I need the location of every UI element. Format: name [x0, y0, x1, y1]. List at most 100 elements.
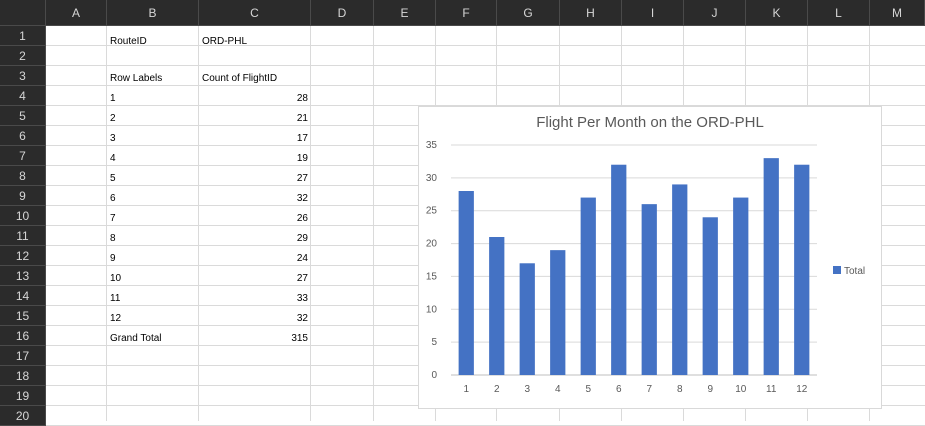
- x-tick-label: 11: [766, 384, 777, 395]
- bar-month-8: [672, 184, 688, 375]
- x-tick-label: 9: [707, 384, 713, 395]
- cell-b7[interactable]: 4: [110, 152, 116, 164]
- cell-b3[interactable]: Row Labels: [110, 72, 163, 84]
- row-header-4[interactable]: 4: [0, 86, 46, 106]
- x-tick-label: 10: [735, 384, 747, 395]
- row-header-7[interactable]: 7: [0, 146, 46, 166]
- column-header-m[interactable]: M: [870, 0, 925, 26]
- bar-month-4: [550, 250, 566, 375]
- row-header-12[interactable]: 12: [0, 246, 46, 266]
- legend-label: Total: [844, 266, 865, 277]
- row-header-6[interactable]: 6: [0, 126, 46, 146]
- cell-b5[interactable]: 2: [110, 112, 116, 124]
- column-header-f[interactable]: F: [436, 0, 497, 26]
- row-header-2[interactable]: 2: [0, 46, 46, 66]
- cell-b12[interactable]: 9: [110, 252, 116, 264]
- bar-month-12: [794, 164, 810, 375]
- cell-c8[interactable]: 27: [296, 172, 308, 184]
- gridline-horizontal: [46, 105, 925, 106]
- pivot-chart[interactable]: Flight Per Month on the ORD-PHL 0 5 10 15 20 2…: [418, 106, 882, 409]
- x-tick-label: 2: [494, 384, 500, 395]
- cell-c4[interactable]: 28: [296, 92, 308, 104]
- cell-c12[interactable]: 24: [296, 252, 308, 264]
- cell-b6[interactable]: 3: [110, 132, 116, 144]
- cell-c9[interactable]: 32: [296, 192, 308, 204]
- y-tick-label: 15: [426, 271, 438, 282]
- cell-b8[interactable]: 5: [110, 172, 116, 184]
- x-tick-label: 1: [463, 384, 469, 395]
- gridline-vertical: [198, 26, 199, 421]
- x-tick-label: 8: [677, 384, 683, 395]
- cell-b9[interactable]: 6: [110, 192, 116, 204]
- row-header-14[interactable]: 14: [0, 286, 46, 306]
- column-header-g[interactable]: G: [497, 0, 560, 26]
- row-header-16[interactable]: 16: [0, 326, 46, 346]
- column-header-e[interactable]: E: [374, 0, 436, 26]
- cell-c6[interactable]: 17: [296, 132, 308, 144]
- row-header-11[interactable]: 11: [0, 226, 46, 246]
- gridline-horizontal: [46, 45, 925, 46]
- cell-c10[interactable]: 26: [296, 212, 308, 224]
- cell-c5[interactable]: 21: [296, 112, 308, 124]
- cell-c1[interactable]: ORD-PHL: [202, 35, 248, 47]
- column-header-b[interactable]: B: [107, 0, 199, 26]
- cell-c15[interactable]: 32: [296, 312, 308, 324]
- row-header-19[interactable]: 19: [0, 386, 46, 406]
- column-header-c[interactable]: C: [199, 0, 311, 26]
- cell-b10[interactable]: 7: [110, 212, 116, 224]
- row-header-15[interactable]: 15: [0, 306, 46, 326]
- gridline-vertical: [310, 26, 311, 421]
- cell-c13[interactable]: 27: [296, 272, 308, 284]
- column-header-j[interactable]: J: [684, 0, 746, 26]
- bar-month-10: [733, 197, 749, 375]
- bar-month-6: [611, 164, 627, 375]
- cell-b11[interactable]: 8: [110, 232, 116, 244]
- bar-month-9: [702, 217, 718, 375]
- row-header-5[interactable]: 5: [0, 106, 46, 126]
- row-header-3[interactable]: 3: [0, 66, 46, 86]
- cell-c3[interactable]: Count of FlightID: [202, 72, 278, 84]
- select-all-corner[interactable]: [0, 0, 46, 26]
- x-tick-label: 5: [585, 384, 591, 395]
- bar-month-3: [519, 263, 535, 375]
- bar-month-7: [641, 204, 657, 375]
- row-header-17[interactable]: 17: [0, 346, 46, 366]
- cell-b1[interactable]: RouteID: [110, 35, 147, 47]
- row-header-10[interactable]: 10: [0, 206, 46, 226]
- gridline-horizontal: [46, 85, 925, 86]
- gridline-vertical: [373, 26, 374, 421]
- column-header-h[interactable]: H: [560, 0, 622, 26]
- bar-month-2: [489, 237, 505, 375]
- cell-c14[interactable]: 33: [296, 292, 308, 304]
- cell-b4[interactable]: 1: [110, 92, 116, 104]
- bar-month-11: [763, 158, 779, 375]
- column-header-l[interactable]: L: [808, 0, 870, 26]
- cell-c7[interactable]: 19: [296, 152, 308, 164]
- bar-month-1: [458, 191, 474, 375]
- y-tick-label: 5: [431, 337, 437, 348]
- row-header-8[interactable]: 8: [0, 166, 46, 186]
- row-header-13[interactable]: 13: [0, 266, 46, 286]
- cell-c11[interactable]: 29: [296, 232, 308, 244]
- cell-b13[interactable]: 10: [110, 272, 122, 284]
- row-header-20[interactable]: 20: [0, 406, 46, 426]
- x-tick-label: 7: [646, 384, 652, 395]
- row-header-18[interactable]: 18: [0, 366, 46, 386]
- column-header-d[interactable]: D: [311, 0, 374, 26]
- cell-c16[interactable]: 315: [291, 332, 308, 344]
- column-header-i[interactable]: I: [622, 0, 684, 26]
- cell-b16[interactable]: Grand Total: [110, 332, 162, 344]
- column-header-k[interactable]: K: [746, 0, 808, 26]
- gridline-horizontal: [46, 65, 925, 66]
- gridline-vertical: [106, 26, 107, 421]
- y-tick-label: 10: [426, 304, 438, 315]
- x-tick-label: 6: [616, 384, 622, 395]
- row-header-1[interactable]: 1: [0, 26, 46, 46]
- y-tick-label: 20: [426, 239, 438, 250]
- legend-swatch: [833, 266, 841, 274]
- cell-b15[interactable]: 12: [110, 312, 122, 324]
- column-header-a[interactable]: A: [46, 0, 107, 26]
- cell-b14[interactable]: 11: [110, 292, 121, 304]
- row-header-9[interactable]: 9: [0, 186, 46, 206]
